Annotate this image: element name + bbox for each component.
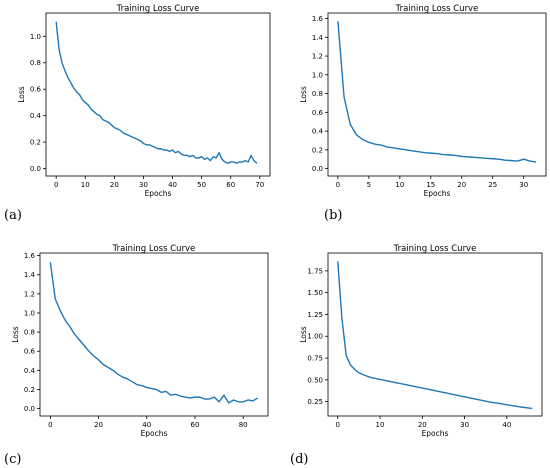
x-tick-label: 30 (519, 181, 528, 189)
y-tick-label: 1.4 (312, 34, 324, 42)
x-tick-label: 5 (367, 181, 371, 189)
x-tick-label: 60 (191, 421, 200, 429)
x-tick-label: 15 (426, 181, 435, 189)
loss-series-line (55, 21, 258, 165)
loss-series-line (337, 261, 533, 410)
y-tick-label: 0.2 (312, 146, 323, 154)
y-axis-label: Loss (299, 86, 308, 103)
chart-d: Training Loss Curve 0 10 20 30 40 0.25 0.50 0.75… (299, 244, 543, 438)
y-tick-label: 1.6 (24, 252, 36, 260)
x-tick-label: 0 (336, 181, 340, 189)
x-tick-label: 10 (376, 421, 385, 429)
x-axis-label: Epochs (424, 189, 451, 198)
x-tick-label: 25 (488, 181, 497, 189)
y-tick-label: 1.75 (307, 267, 323, 275)
y-axis-label: Loss (17, 86, 26, 103)
y-tick-label: 0.0 (312, 165, 323, 173)
x-tick-label: 10 (81, 181, 90, 189)
x-tick-label: 60 (226, 181, 235, 189)
x-tick-label: 70 (255, 181, 264, 189)
y-tick-label: 1.2 (312, 53, 323, 61)
plot-frame (45, 12, 271, 177)
y-tick-label: 1.0 (24, 309, 35, 317)
y-tick-label: 0.2 (24, 386, 35, 394)
x-tick-label: 0 (335, 421, 339, 429)
y-tick-label: 0.0 (24, 405, 35, 413)
y-tick-label: 0.6 (30, 86, 42, 94)
y-tick-label: 1.0 (312, 71, 323, 79)
chart-title: Training Loss Curve (393, 244, 477, 254)
y-tick-label: 0.4 (312, 128, 324, 136)
panel-label-a: (a) (4, 208, 22, 223)
y-tick-label: 1.50 (307, 289, 323, 297)
x-tick-label: 30 (139, 181, 148, 189)
y-tick-label: 0.6 (312, 109, 324, 117)
panel-label-c: (c) (4, 452, 22, 467)
y-tick-label: 0.8 (30, 59, 41, 67)
x-tick-label: 30 (460, 421, 469, 429)
x-tick-label: 20 (110, 181, 119, 189)
x-tick-label: 50 (197, 181, 206, 189)
plot-frame (327, 252, 543, 417)
y-tick-label: 0.75 (307, 355, 323, 363)
chart-b: Training Loss Curve 0 5 10 15 20 25 30 0.0 0.2 0.4… (299, 4, 547, 198)
y-tick-label: 1.2 (24, 290, 35, 298)
x-tick-label: 40 (168, 181, 177, 189)
x-tick-label: 10 (395, 181, 404, 189)
y-tick-label: 0.8 (312, 90, 323, 98)
x-tick-label: 0 (54, 181, 58, 189)
x-tick-label: 80 (239, 421, 248, 429)
y-tick-label: 1.00 (307, 333, 323, 341)
y-axis-label: Loss (11, 326, 20, 343)
x-tick-label: 0 (48, 421, 52, 429)
x-axis-label: Epochs (422, 429, 449, 438)
y-tick-label: 1.6 (312, 15, 324, 23)
y-tick-label: 0.25 (307, 398, 323, 406)
x-axis-label: Epochs (141, 429, 168, 438)
loss-series-line (337, 21, 537, 163)
y-axis-label: Loss (299, 326, 308, 343)
x-axis-label: Epochs (145, 189, 172, 198)
chart-title: Training Loss Curve (112, 244, 196, 254)
chart-a: Training Loss Curve 0 10 20 30 40 50 60 70 0.0 0.2… (17, 4, 271, 198)
y-tick-label: 0.8 (24, 329, 35, 337)
chart-title: Training Loss Curve (395, 4, 479, 14)
loss-series-line (49, 262, 258, 404)
y-tick-label: 0.50 (307, 376, 323, 384)
x-tick-label: 20 (457, 181, 466, 189)
y-tick-label: 0.4 (24, 367, 36, 375)
x-tick-label: 20 (418, 421, 427, 429)
panel-label-b: (b) (324, 208, 343, 223)
x-tick-label: 20 (94, 421, 103, 429)
y-tick-label: 0.6 (24, 348, 36, 356)
x-tick-label: 40 (142, 421, 151, 429)
y-tick-label: 0.2 (30, 139, 41, 147)
y-tick-label: 1.25 (307, 311, 323, 319)
panel-label-d: (d) (290, 452, 309, 467)
y-tick-label: 0.4 (30, 112, 42, 120)
chart-c: Training Loss Curve 0 20 40 60 80 0.0 0.2 0.4 0.6… (11, 244, 269, 438)
x-tick-label: 40 (502, 421, 511, 429)
y-tick-label: 1.4 (24, 271, 36, 279)
y-tick-label: 0.0 (30, 165, 41, 173)
chart-title: Training Loss Curve (116, 4, 200, 14)
plot-frame (327, 12, 547, 177)
y-tick-label: 1.0 (30, 33, 41, 41)
plot-frame (39, 252, 269, 417)
